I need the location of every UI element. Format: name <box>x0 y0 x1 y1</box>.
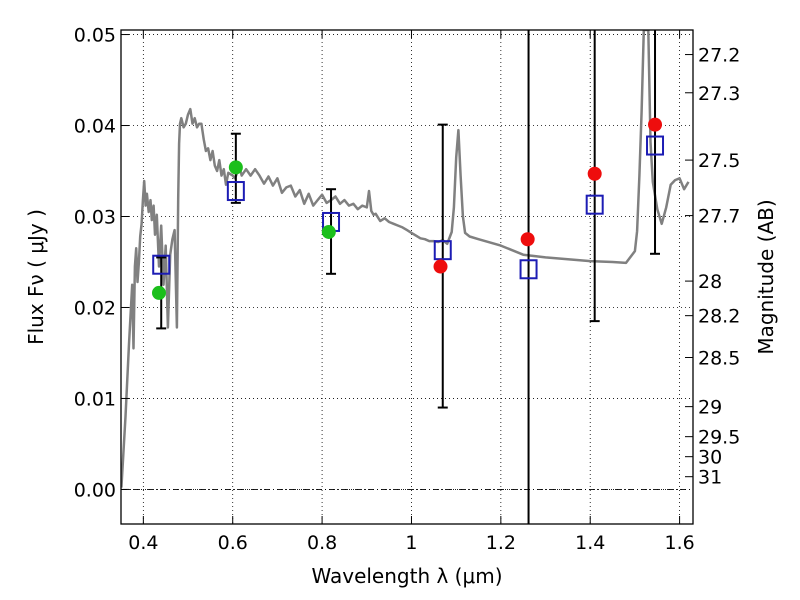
y2-tick-label: 29 <box>698 397 722 419</box>
y2-tick-label: 31 <box>698 467 722 489</box>
model-box <box>152 254 171 275</box>
y-tick-label: 0.02 <box>74 297 116 319</box>
green-point <box>321 224 336 239</box>
ticks <box>121 30 693 524</box>
model-box <box>433 240 452 261</box>
grid <box>121 30 693 524</box>
y2-tick-label: 27.3 <box>698 83 740 105</box>
y2-tick-label: 27.2 <box>698 45 740 67</box>
green-point <box>151 285 166 300</box>
y2-tick-label: 28 <box>698 271 722 293</box>
x-axis-title: Wavelength λ (μm) <box>311 564 502 588</box>
model-box <box>519 259 538 280</box>
x-tick-label: 1 <box>405 532 417 554</box>
y2-tick-label: 27.5 <box>698 150 740 172</box>
observed-points <box>151 117 663 300</box>
y-tick-label: 0.05 <box>74 25 116 47</box>
x-tick-labels: 0.4 0.6 0.8 1 1.2 1.4 1.6 <box>128 532 694 554</box>
red-point <box>433 259 448 274</box>
x-tick-label: 1.2 <box>486 532 516 554</box>
y2-tick-label: 27.7 <box>698 206 740 228</box>
y-axis-title: Flux Fν ( μJy ) <box>24 209 48 345</box>
y-tick-label: 0.01 <box>74 388 116 410</box>
model-photometry-boxes <box>152 135 665 280</box>
red-point <box>648 117 663 132</box>
y-tick-label: 0.04 <box>74 116 116 138</box>
red-point <box>587 166 602 181</box>
y-tick-label: 0.03 <box>74 207 116 229</box>
y2-tick-label: 28.2 <box>698 306 740 328</box>
template-spectrum-line <box>121 30 690 488</box>
x-tick-label: 0.8 <box>307 532 337 554</box>
green-point <box>228 160 243 175</box>
y2-axis-title: Magnitude (AB) <box>754 199 778 354</box>
model-box <box>226 181 245 202</box>
y-tick-label: 0.00 <box>74 479 116 501</box>
y2-tick-label: 29.5 <box>698 427 740 449</box>
x-tick-label: 1.4 <box>575 532 605 554</box>
x-tick-label: 0.6 <box>218 532 248 554</box>
x-tick-label: 0.4 <box>128 532 158 554</box>
plot-frame <box>120 29 694 525</box>
y2-tick-label: 28.5 <box>698 348 740 370</box>
x-tick-label: 1.6 <box>664 532 694 554</box>
model-box <box>646 135 665 156</box>
y2-tick-label: 30 <box>698 447 722 469</box>
red-point <box>520 232 535 247</box>
model-box <box>585 194 604 215</box>
plot-area <box>121 30 690 524</box>
y-tick-labels: 0.00 0.01 0.02 0.03 0.04 0.05 <box>74 25 116 502</box>
